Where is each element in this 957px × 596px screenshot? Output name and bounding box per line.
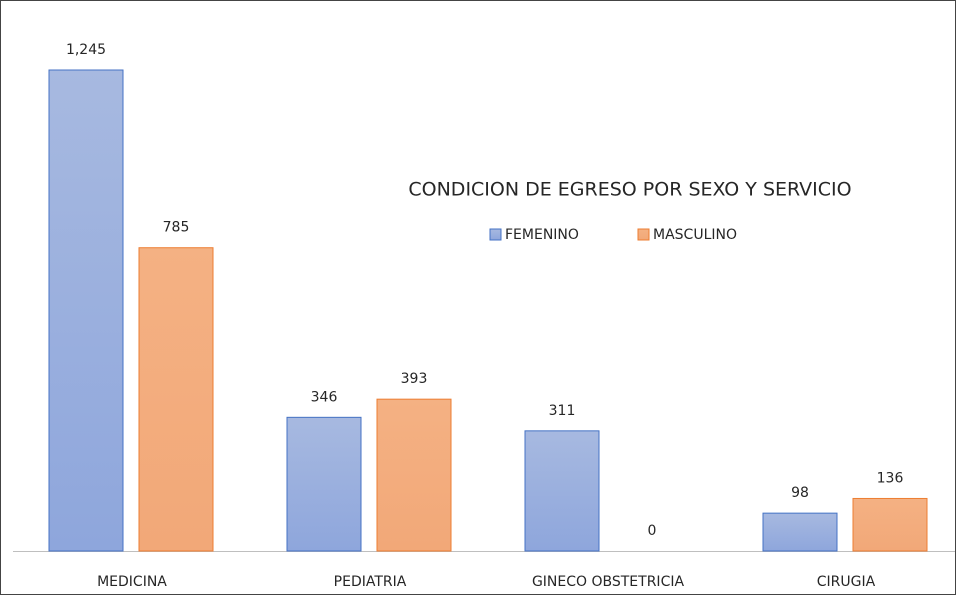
data-label: 393 (401, 371, 428, 387)
bar (138, 247, 214, 552)
x-tick-label: GINECO OBSTETRICIA (532, 574, 685, 590)
data-label: 136 (877, 470, 904, 486)
legend-label: FEMENINO (505, 227, 579, 243)
chart-title: CONDICION DE EGRESO POR SEXO Y SERVICIO (408, 179, 851, 201)
bar (852, 497, 928, 552)
bar (524, 430, 600, 552)
bar (286, 416, 362, 552)
x-tick-label: PEDIATRIA (334, 574, 407, 590)
legend-swatch (489, 228, 502, 241)
bar (48, 69, 124, 552)
bar (762, 512, 838, 552)
bar (376, 398, 452, 552)
data-label: 98 (791, 485, 809, 501)
x-tick-label: CIRUGIA (817, 574, 876, 590)
data-label: 346 (311, 389, 338, 405)
data-label: 1,245 (66, 42, 106, 58)
legend-swatch (637, 228, 650, 241)
data-label: 311 (549, 403, 576, 419)
legend-label: MASCULINO (653, 227, 737, 243)
data-label: 785 (163, 220, 190, 236)
data-label: 0 (648, 523, 657, 539)
x-tick-label: MEDICINA (97, 574, 167, 590)
